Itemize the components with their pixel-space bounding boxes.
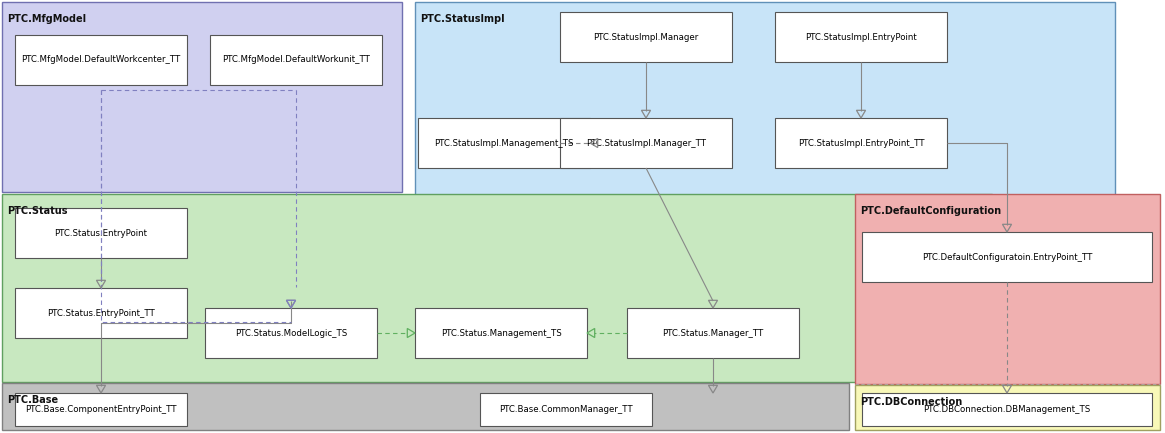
- Bar: [415, 2, 1115, 230]
- Text: PTC.Status.EntryPoint_TT: PTC.Status.EntryPoint_TT: [47, 308, 155, 317]
- Bar: [627, 308, 799, 358]
- Text: PTC.Status.ModelLogic_TS: PTC.Status.ModelLogic_TS: [235, 329, 347, 337]
- Bar: [480, 393, 652, 426]
- Text: PTC.StatusImpl.Manager: PTC.StatusImpl.Manager: [593, 32, 699, 42]
- Text: PTC.DefaultConfiguratoin.EntryPoint_TT: PTC.DefaultConfiguratoin.EntryPoint_TT: [922, 252, 1093, 262]
- Bar: [210, 35, 382, 85]
- Bar: [2, 383, 849, 430]
- Bar: [415, 308, 587, 358]
- Text: PTC.StatusImpl.Manager_TT: PTC.StatusImpl.Manager_TT: [586, 139, 706, 148]
- Text: PTC.Base: PTC.Base: [7, 395, 58, 405]
- Bar: [418, 118, 589, 168]
- Text: PTC.Status.Manager_TT: PTC.Status.Manager_TT: [663, 329, 763, 337]
- Bar: [560, 118, 732, 168]
- Text: PTC.StatusImpl.EntryPoint: PTC.StatusImpl.EntryPoint: [805, 32, 917, 42]
- Text: PTC.Status: PTC.Status: [7, 206, 68, 216]
- Bar: [560, 12, 732, 62]
- Bar: [862, 232, 1152, 282]
- Text: PTC.Base.CommonManager_TT: PTC.Base.CommonManager_TT: [499, 405, 633, 414]
- Text: PTC.StatusImpl.EntryPoint_TT: PTC.StatusImpl.EntryPoint_TT: [798, 139, 924, 148]
- Text: PTC.StatusImpl.Management_TS: PTC.StatusImpl.Management_TS: [435, 139, 573, 148]
- Bar: [2, 2, 402, 192]
- Bar: [15, 208, 188, 258]
- Bar: [855, 385, 1160, 430]
- Text: PTC.StatusImpl: PTC.StatusImpl: [421, 14, 504, 24]
- Bar: [15, 288, 188, 338]
- Text: PTC.DBConnection: PTC.DBConnection: [860, 397, 962, 407]
- Bar: [775, 12, 947, 62]
- Text: PTC.MfgModel.DefaultWorkcenter_TT: PTC.MfgModel.DefaultWorkcenter_TT: [21, 55, 181, 65]
- Bar: [775, 118, 947, 168]
- Text: PTC.MfgModel: PTC.MfgModel: [7, 14, 86, 24]
- Bar: [205, 308, 377, 358]
- Text: PTC.MfgModel.DefaultWorkunit_TT: PTC.MfgModel.DefaultWorkunit_TT: [223, 55, 370, 65]
- Bar: [2, 194, 993, 382]
- Text: PTC.DefaultConfiguration: PTC.DefaultConfiguration: [860, 206, 1001, 216]
- Bar: [15, 393, 188, 426]
- Text: PTC.DBConnection.DBManagement_TS: PTC.DBConnection.DBManagement_TS: [924, 405, 1090, 414]
- Bar: [855, 194, 1160, 384]
- Bar: [862, 393, 1152, 426]
- Bar: [15, 35, 188, 85]
- Text: PTC.Status.EntryPoint: PTC.Status.EntryPoint: [55, 229, 148, 237]
- Text: PTC.Status.Management_TS: PTC.Status.Management_TS: [440, 329, 562, 337]
- Text: PTC.Base.ComponentEntryPoint_TT: PTC.Base.ComponentEntryPoint_TT: [26, 405, 177, 414]
